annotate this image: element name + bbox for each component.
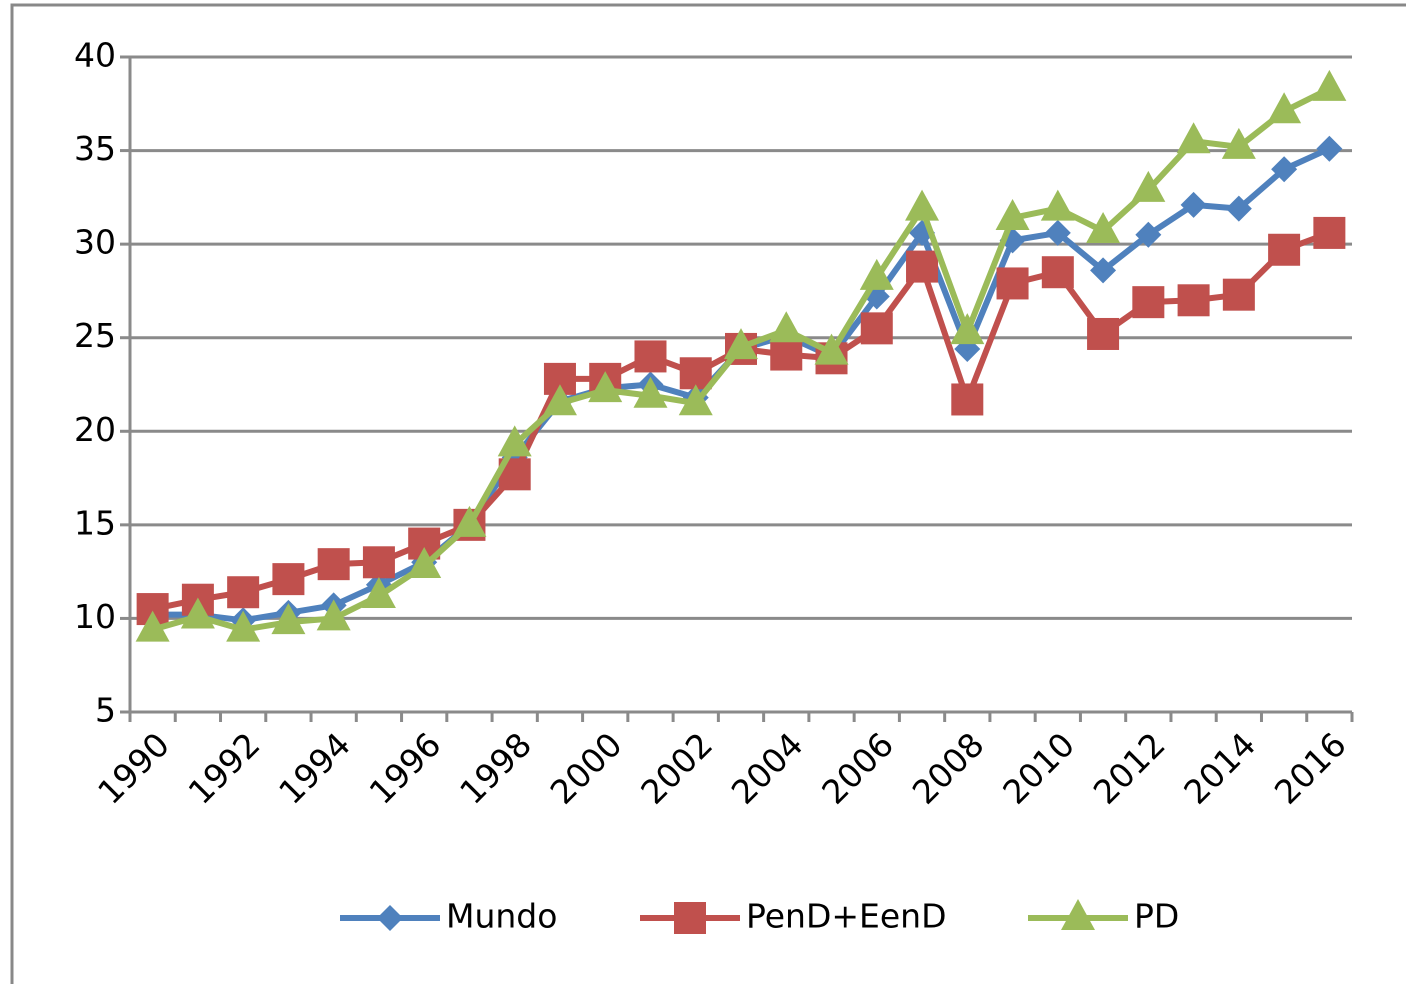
x-tick-label: 1990 <box>90 725 177 812</box>
marker-square <box>679 357 712 390</box>
x-tick-label: 2000 <box>543 725 630 812</box>
marker-square <box>227 576 260 609</box>
marker-square <box>1132 286 1165 319</box>
y-tick-label: 5 <box>95 691 116 730</box>
marker-triangle <box>1061 899 1095 930</box>
marker-diamond <box>1044 219 1071 246</box>
y-tick-label: 25 <box>74 316 116 355</box>
marker-triangle <box>316 599 351 631</box>
x-tick-label: 1996 <box>362 725 449 812</box>
x-tick-label: 1994 <box>271 725 358 812</box>
marker-triangle <box>588 371 623 403</box>
marker-square <box>860 312 893 345</box>
x-tick-label: 2004 <box>724 725 811 812</box>
marker-triangle <box>678 384 713 416</box>
marker-triangle <box>135 610 170 642</box>
x-tick-label: 2012 <box>1086 725 1173 812</box>
marker-square <box>1087 317 1120 350</box>
marker-triangle <box>497 425 532 457</box>
marker-square <box>1313 216 1346 249</box>
marker-triangle <box>950 313 985 345</box>
marker-diamond <box>1135 221 1162 248</box>
marker-triangle <box>271 603 306 635</box>
marker-triangle <box>633 376 668 408</box>
legend-item: PD <box>1028 897 1179 936</box>
marker-triangle <box>859 258 894 290</box>
marker-triangle <box>1267 92 1302 124</box>
chart-frame <box>10 3 1406 984</box>
legend-label: Mundo <box>446 897 557 936</box>
x-tick-label: 2010 <box>995 725 1082 812</box>
marker-square <box>674 902 706 934</box>
x-tick-label: 2002 <box>633 725 720 812</box>
y-tick-label: 35 <box>74 129 116 168</box>
marker-triangle <box>1221 127 1256 159</box>
marker-triangle <box>995 198 1030 230</box>
marker-triangle <box>226 610 261 642</box>
y-tick-label: 15 <box>74 503 116 542</box>
x-tick-label: 2014 <box>1176 725 1263 812</box>
marker-triangle <box>814 333 849 365</box>
marker-triangle <box>1086 212 1121 244</box>
marker-square <box>1041 256 1074 289</box>
marker-triangle <box>407 547 442 579</box>
marker-triangle <box>769 311 804 343</box>
legend-item: Mundo <box>340 897 557 936</box>
marker-triangle <box>1131 170 1166 202</box>
marker-square <box>906 250 939 283</box>
marker-triangle <box>724 328 758 360</box>
marker-triangle <box>542 384 577 416</box>
marker-triangle <box>180 597 215 629</box>
marker-square <box>272 563 305 596</box>
legend-item: PenD+EenD <box>640 897 946 936</box>
marker-triangle <box>1040 189 1075 221</box>
marker-triangle <box>361 576 396 608</box>
x-tick-label: 1998 <box>452 725 539 812</box>
marker-square <box>317 548 350 581</box>
marker-triangle <box>1176 122 1211 154</box>
x-tick-label: 2008 <box>905 725 992 812</box>
marker-diamond <box>1316 135 1343 162</box>
marker-square <box>996 267 1029 300</box>
marker-square <box>770 338 803 371</box>
y-tick-label: 30 <box>74 223 116 262</box>
marker-square <box>634 340 667 373</box>
marker-diamond <box>377 905 403 931</box>
marker-square <box>1222 278 1255 311</box>
y-tick-label: 20 <box>74 410 116 449</box>
x-tick-label: 1992 <box>181 725 268 812</box>
marker-square <box>1268 233 1301 266</box>
x-tick-label: 2006 <box>814 725 901 812</box>
marker-triangle <box>452 505 487 537</box>
marker-triangle <box>1312 69 1347 101</box>
marker-square <box>1177 284 1210 317</box>
marker-triangle <box>905 189 940 221</box>
x-tick-label: 2016 <box>1267 725 1354 812</box>
legend-label: PD <box>1134 897 1179 936</box>
y-tick-label: 10 <box>74 597 116 636</box>
marker-diamond <box>1180 191 1207 218</box>
legend-label: PenD+EenD <box>746 897 946 936</box>
marker-diamond <box>1271 156 1298 183</box>
marker-square <box>951 383 984 416</box>
marker-diamond <box>1225 195 1252 222</box>
marker-square <box>362 546 395 579</box>
marker-diamond <box>1090 257 1117 284</box>
y-tick-label: 40 <box>74 36 116 75</box>
